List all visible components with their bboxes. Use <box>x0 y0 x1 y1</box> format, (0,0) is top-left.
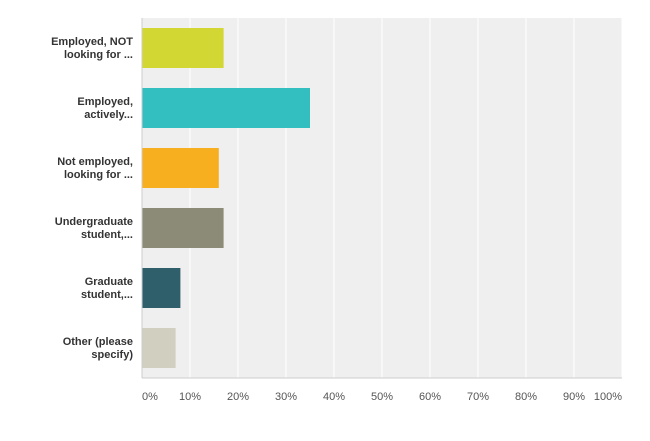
category-label-line: Undergraduate <box>55 216 133 228</box>
category-label-line: student,... <box>81 289 133 301</box>
category-labels: Employed, NOT looking for ...Employed, act… <box>51 36 133 361</box>
x-tick-label: 20% <box>227 391 249 403</box>
category-label-line: actively... <box>84 109 133 121</box>
category-label: Graduate student,... <box>81 276 133 301</box>
x-tick-label: 80% <box>515 391 537 403</box>
category-label-line: Employed, <box>77 96 133 108</box>
bar <box>142 28 224 68</box>
category-label: Employed, NOT looking for ... <box>51 36 133 61</box>
bar <box>142 88 310 128</box>
bar <box>142 268 181 308</box>
category-label: Undergraduate student,... <box>55 216 133 241</box>
category-label: Employed, actively... <box>77 96 133 121</box>
bar <box>142 208 224 248</box>
x-tick-label: 10% <box>179 391 201 403</box>
category-label-line: Other (please <box>63 336 133 348</box>
category-label-line: Graduate <box>85 276 133 288</box>
x-tick-label: 50% <box>371 391 393 403</box>
x-tick-label: 100% <box>594 391 622 403</box>
category-label-line: looking for ... <box>64 169 133 181</box>
bar <box>142 148 219 188</box>
x-tick-label: 60% <box>419 391 441 403</box>
category-label-line: student,... <box>81 229 133 241</box>
category-label-line: Not employed, <box>57 156 133 168</box>
grid-lines <box>189 18 623 378</box>
bar <box>142 328 176 368</box>
category-label: Not employed, looking for ... <box>57 156 133 181</box>
x-tick-label: 0% <box>142 391 158 403</box>
x-tick-labels: 0% 10% 20% 30% 40% 50% 60% 70% 80% 90% 100% <box>142 391 622 403</box>
x-tick-label: 30% <box>275 391 297 403</box>
category-label-line: looking for ... <box>64 49 133 61</box>
x-tick-label: 90% <box>563 391 585 403</box>
x-tick-label: 40% <box>323 391 345 403</box>
bars <box>142 28 310 368</box>
category-label: Other (please specify) <box>63 336 134 361</box>
category-label-line: Employed, NOT <box>51 36 133 48</box>
x-tick-label: 70% <box>467 391 489 403</box>
category-label-line: specify) <box>91 349 133 361</box>
